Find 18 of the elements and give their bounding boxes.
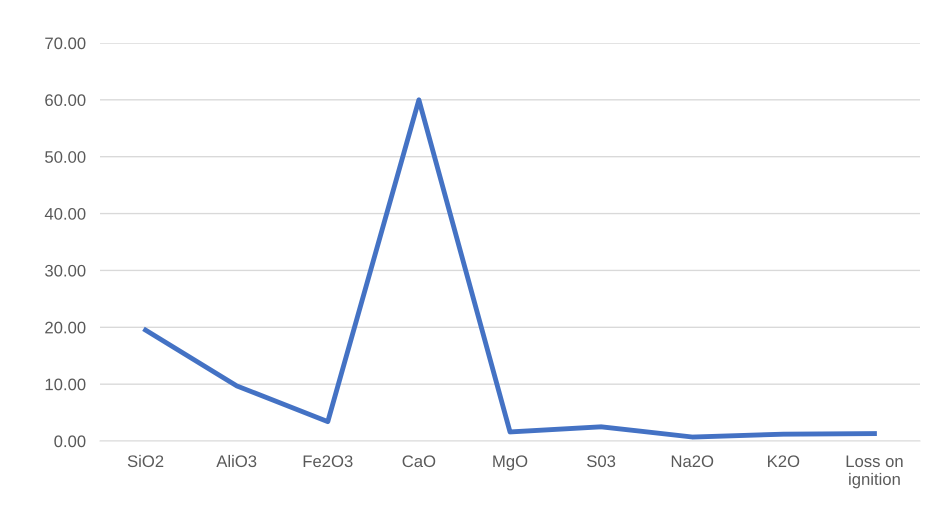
x-tick-label: S03 bbox=[587, 455, 616, 468]
x-tick-label: Fe2O3 bbox=[304, 455, 353, 468]
y-tick-label: 60.00 bbox=[45, 94, 86, 106]
y-tick-label: 0.00 bbox=[54, 435, 86, 448]
y-tick-label: 30.00 bbox=[45, 264, 86, 277]
x-tick-label: K2O bbox=[768, 455, 800, 468]
x-tick-label: CaO bbox=[402, 455, 436, 468]
x-tick-label: Na2O bbox=[672, 455, 714, 468]
y-tick-label: 10.00 bbox=[46, 378, 86, 390]
x-tick-label: Loss on ignition bbox=[846, 456, 903, 488]
line-series bbox=[143, 97, 877, 440]
x-tick-label: AliO3 bbox=[216, 454, 256, 468]
x-tick-label: MgO bbox=[493, 455, 528, 470]
y-tick-label: 40.00 bbox=[44, 208, 86, 220]
y-tick-label: 70.00 bbox=[45, 37, 86, 50]
y-tick-label: 20.00 bbox=[45, 322, 86, 334]
x-tick-label: SiO2 bbox=[128, 454, 164, 468]
y-tick-label: 50.00 bbox=[45, 151, 86, 163]
